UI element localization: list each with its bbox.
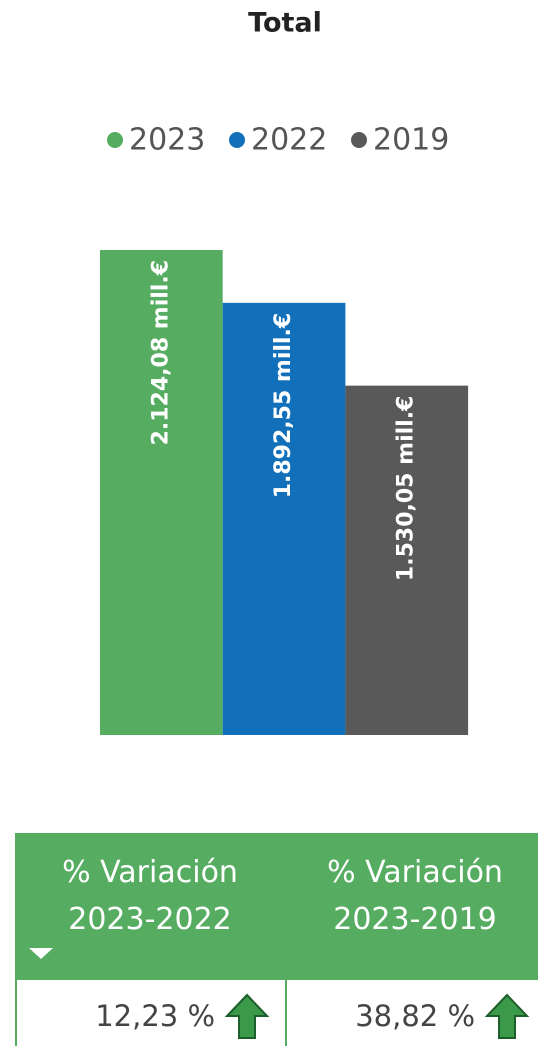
up-arrow-icon (484, 993, 530, 1039)
up-arrow-icon (224, 993, 270, 1039)
column-header: % Variación 2023-2022 (62, 855, 238, 937)
cell-value: 12,23 % (95, 999, 215, 1033)
bar (222, 302, 346, 735)
bars: 2.124,08 mill.€ 1.892,55 mill.€ 1.530,05 m… (100, 250, 469, 735)
legend-marker (351, 132, 367, 148)
legend-label: 2022 (251, 123, 327, 158)
legend-marker (107, 132, 123, 148)
table-body (15, 980, 538, 1046)
table: % Variación 2023-2022 % Variación 2023-2019… (62, 855, 530, 1039)
legend: 2023 2022 2019 (107, 123, 449, 158)
legend-label: 2023 (129, 123, 205, 158)
bar (100, 250, 223, 735)
cell-value: 38,82 % (355, 999, 475, 1033)
value-label: 1.530,05 mill.€ (394, 396, 419, 581)
legend-label: 2019 (373, 123, 449, 158)
sort-indicator (29, 948, 53, 959)
legend-marker (229, 132, 245, 148)
value-label: 2.124,08 mill.€ (148, 260, 173, 445)
column-header: % Variación 2023-2019 (327, 855, 503, 937)
chart-title: Total (248, 8, 322, 39)
bar (345, 385, 469, 735)
value-label: 1.892,55 mill.€ (271, 313, 296, 498)
table-header (15, 833, 538, 980)
